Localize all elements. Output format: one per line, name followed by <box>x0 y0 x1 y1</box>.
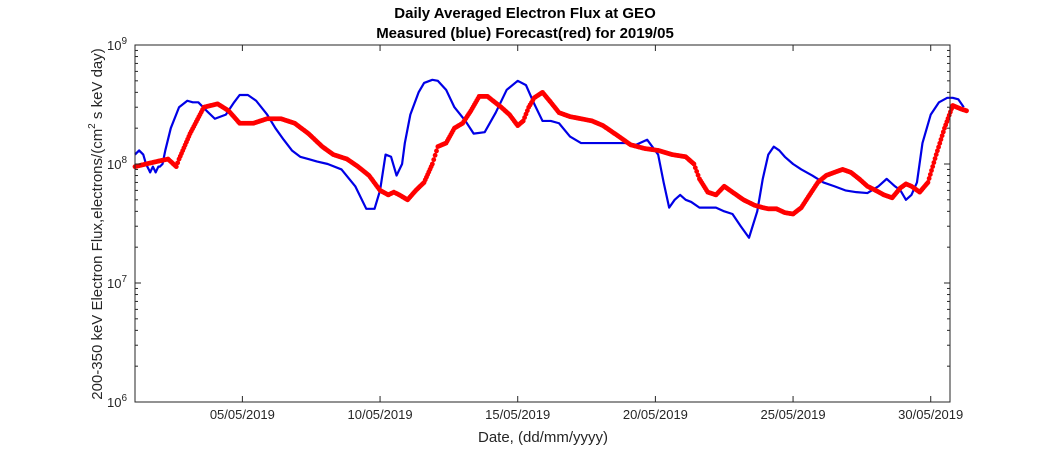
chart-subtitle: Measured (blue) Forecast(red) for 2019/0… <box>376 25 674 42</box>
forecast-point <box>938 137 944 142</box>
y-tick-label: 109 <box>107 36 127 53</box>
forecast-point <box>925 180 931 185</box>
y-tick-label-exponent: 9 <box>121 36 127 47</box>
forecast-point <box>929 168 934 173</box>
forecast-point <box>692 165 698 171</box>
y-tick-label-base: 10 <box>107 157 121 172</box>
forecast-series <box>132 89 969 217</box>
x-tick-label: 15/05/2019 <box>485 407 550 422</box>
forecast-point <box>933 152 939 157</box>
forecast-point <box>432 152 438 158</box>
x-tick-label: 25/05/2019 <box>761 407 826 422</box>
x-tick-label: 10/05/2019 <box>348 407 413 422</box>
forecast-point <box>940 129 946 135</box>
y-axis-label-main: 200-350 keV Electron Flux,electrons/(cm <box>89 129 106 400</box>
x-tick-label: 30/05/2019 <box>898 407 963 422</box>
forecast-point <box>935 148 940 154</box>
y-tick-label-base: 10 <box>107 38 121 53</box>
forecast-point <box>927 172 933 177</box>
chart-title: Daily Averaged Electron Flux at GEO <box>394 5 656 22</box>
plot-area: 05/05/2019 10/05/2019 15/05/2019 20/05/2019… <box>107 36 969 422</box>
x-axis-label: Date, (dd/mm/yyyy) <box>478 429 608 446</box>
x-tick-label: 20/05/2019 <box>623 407 688 422</box>
forecast-point <box>173 164 179 170</box>
forecast-point <box>434 148 439 154</box>
forecast-point <box>931 160 937 165</box>
forecast-point <box>936 144 941 150</box>
y-axis-label: 200-350 keV Electron Flux,electrons/(cm2… <box>87 48 106 400</box>
forecast-point <box>937 140 943 146</box>
forecast-point <box>926 176 932 181</box>
forecast-point <box>695 172 701 178</box>
measured-series-line <box>134 78 965 239</box>
forecast-point <box>429 161 435 167</box>
y-tick-label: 107 <box>107 274 127 291</box>
forecast-point <box>694 169 700 174</box>
forecast-point <box>939 133 945 139</box>
y-tick-label-exponent: 6 <box>121 393 127 404</box>
y-axis-label-tail: s keV day) <box>89 48 106 123</box>
x-tick-label: 05/05/2019 <box>210 407 275 422</box>
forecast-point <box>932 156 938 161</box>
forecast-point <box>964 108 969 114</box>
y-tick-label-base: 10 <box>107 276 121 291</box>
y-axis-label-sup: 2 <box>87 123 98 129</box>
y-tick-label-exponent: 8 <box>121 155 127 166</box>
series-layer <box>132 78 969 239</box>
forecast-point <box>431 157 437 163</box>
y-tick-label: 108 <box>107 155 127 172</box>
x-axis: 05/05/2019 10/05/2019 15/05/2019 20/05/2019… <box>210 45 963 422</box>
forecast-point <box>691 161 697 167</box>
axes-box <box>134 44 951 403</box>
y-tick-label-base: 10 <box>107 395 121 410</box>
forecast-point <box>175 160 181 166</box>
y-tick-label-exponent: 7 <box>121 274 127 285</box>
y-tick-label: 106 <box>107 393 127 410</box>
forecast-point <box>930 164 936 169</box>
